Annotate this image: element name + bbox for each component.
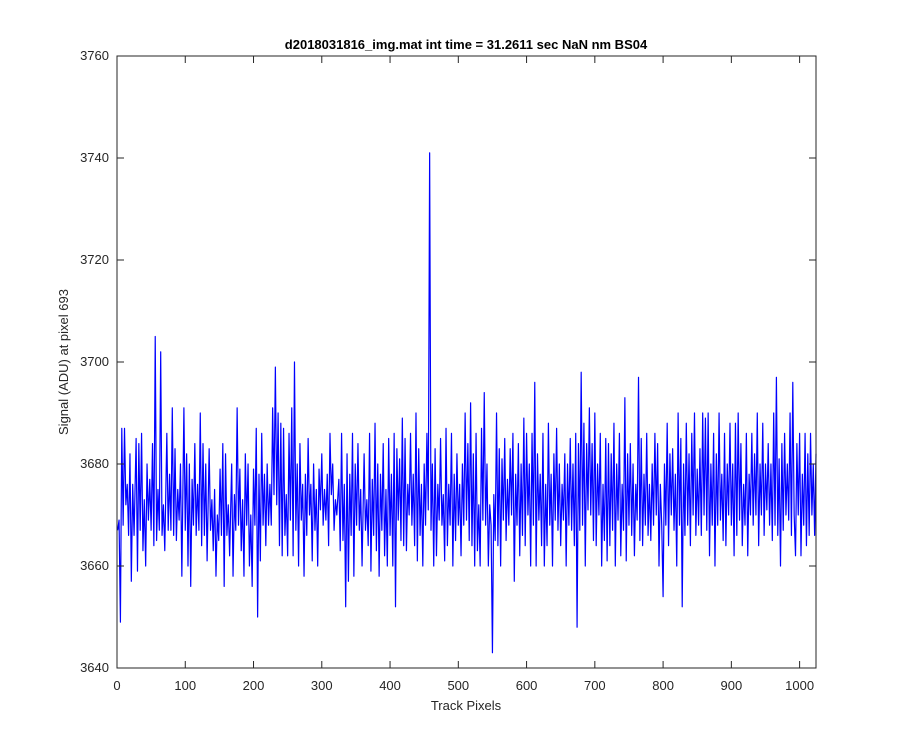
x-tick-label: 200 [243, 678, 265, 693]
chart-title: d2018031816_img.mat int time = 31.2611 s… [285, 37, 648, 52]
y-axis: 3640 3660 3680 3700 3720 3740 3760 [80, 48, 816, 675]
x-tick-label: 1000 [785, 678, 814, 693]
x-axis: 0 100 200 300 400 500 600 700 800 900 1000 [113, 56, 814, 693]
plot-background [117, 56, 816, 668]
x-tick-label: 700 [584, 678, 606, 693]
x-tick-label: 100 [174, 678, 196, 693]
x-tick-label: 0 [113, 678, 120, 693]
x-tick-label: 800 [652, 678, 674, 693]
x-tick-label: 600 [516, 678, 538, 693]
x-tick-label: 400 [379, 678, 401, 693]
y-tick-label: 3680 [80, 456, 109, 471]
x-axis-label: Track Pixels [431, 698, 502, 713]
x-tick-label: 300 [311, 678, 333, 693]
y-tick-label: 3740 [80, 150, 109, 165]
y-tick-label: 3700 [80, 354, 109, 369]
y-tick-label: 3640 [80, 660, 109, 675]
y-tick-label: 3660 [80, 558, 109, 573]
series-layer [117, 152, 817, 654]
y-tick-label: 3720 [80, 252, 109, 267]
x-tick-label: 900 [721, 678, 743, 693]
y-axis-label: Signal (ADU) at pixel 693 [56, 289, 71, 435]
y-tick-label: 3760 [80, 48, 109, 63]
series-line-0 [117, 152, 817, 654]
x-tick-label: 500 [447, 678, 469, 693]
